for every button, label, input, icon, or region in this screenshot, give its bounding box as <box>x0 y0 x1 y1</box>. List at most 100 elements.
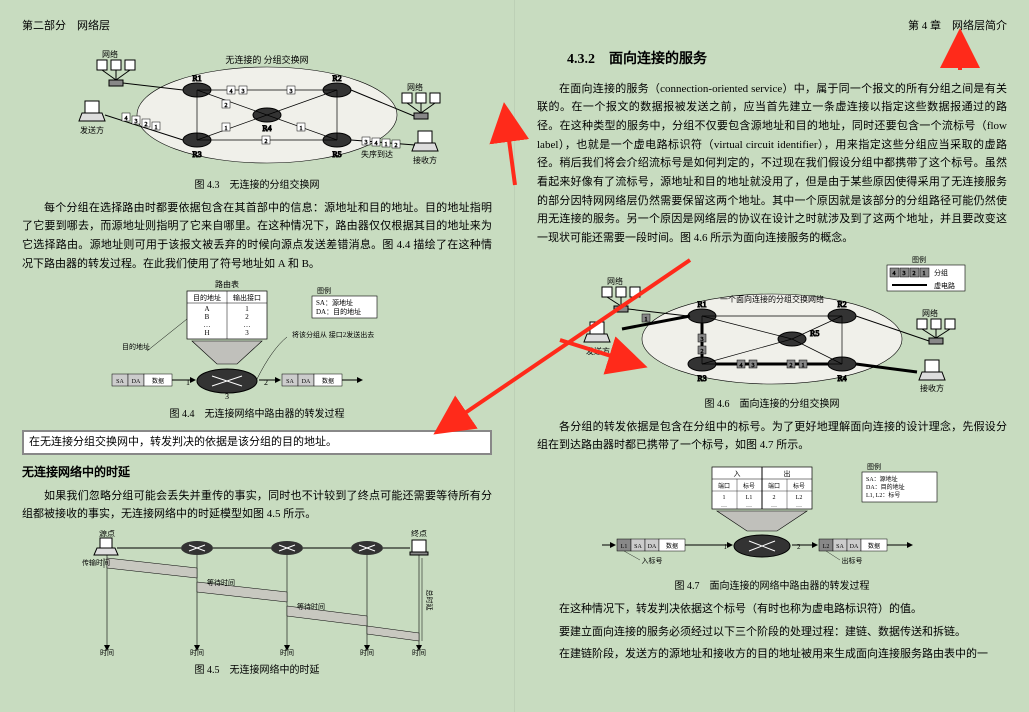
svg-text:2: 2 <box>225 103 228 109</box>
right-para3: 在这种情况下，转发判决依据这个标号（有时也称为虚电路标识符）的值。 <box>537 600 1007 619</box>
svg-text:路由表: 路由表 <box>215 279 239 289</box>
svg-text:…: … <box>244 321 251 329</box>
svg-text:总时延: 总时延 <box>425 590 434 611</box>
svg-text:网络: 网络 <box>407 82 423 92</box>
svg-text:R1: R1 <box>697 300 706 309</box>
svg-text:4: 4 <box>740 363 743 369</box>
svg-text:失序到达: 失序到达 <box>361 149 393 159</box>
left-subhead: 无连接网络中的时延 <box>22 463 492 481</box>
svg-text:DA: DA <box>132 379 141 385</box>
svg-text:图例: 图例 <box>867 462 881 471</box>
figure-4-4: 路由表 目的地址 输出接口 A1 B2 …… H3 图例 SA：源地址 DA：目… <box>22 279 492 422</box>
svg-text:R5: R5 <box>332 150 341 159</box>
svg-text:3: 3 <box>752 363 755 369</box>
left-para2: 如果我们忽略分组可能会丢失并重传的事实，同时也不计较到了终点可能还需要等待所有分… <box>22 487 492 524</box>
svg-text:2: 2 <box>264 378 268 387</box>
page-spread: 第二部分 网络层 无连接的 分组交换网 R1 R2 R4 R3 R5 <box>0 0 1029 712</box>
svg-text:2: 2 <box>245 313 249 321</box>
svg-text:数据: 数据 <box>322 377 334 385</box>
svg-text:R4: R4 <box>262 124 271 133</box>
svg-text:L2: L2 <box>823 544 830 550</box>
svg-text:DA: DA <box>302 379 311 385</box>
svg-text:DA: DA <box>648 544 657 550</box>
svg-text:3: 3 <box>225 392 229 401</box>
svg-text:SA: SA <box>286 379 294 385</box>
fig43-caption: 图 4.3 无连接的分组交换网 <box>22 178 492 193</box>
svg-text:2: 2 <box>913 271 916 277</box>
svg-text:SA: SA <box>116 379 124 385</box>
svg-text:接收方: 接收方 <box>920 383 944 393</box>
svg-text:发送方: 发送方 <box>586 346 610 356</box>
svg-text:将该分组从 接口2发送出去: 将该分组从 接口2发送出去 <box>292 330 374 339</box>
svg-text:…: … <box>771 503 777 509</box>
svg-text:接收方: 接收方 <box>413 155 437 165</box>
svg-text:网络: 网络 <box>102 49 118 59</box>
svg-text:1: 1 <box>186 378 190 387</box>
svg-text:R1: R1 <box>192 74 201 83</box>
svg-text:…: … <box>721 503 727 509</box>
svg-text:2: 2 <box>790 363 793 369</box>
svg-text:3: 3 <box>242 89 245 95</box>
svg-text:端口: 端口 <box>768 482 780 490</box>
fig44-caption: 图 4.4 无连接网络中路由器的转发过程 <box>22 407 492 422</box>
right-page: 第 4 章 网络层简介 4.3.2 面向连接的服务 在面向连接的服务（conne… <box>515 0 1029 712</box>
svg-text:L1: L1 <box>746 495 753 501</box>
right-para5: 在建链阶段，发送方的源地址和接收方的目的地址被用来生成面向连接服务路由表中的一 <box>537 645 1007 664</box>
svg-text:传输时间: 传输时间 <box>82 558 110 567</box>
right-para4: 要建立面向连接的服务必须经过以下三个阶段的处理过程：建链、数据传送和拆链。 <box>537 623 1007 642</box>
svg-text:…: … <box>204 321 211 329</box>
svg-text:1: 1 <box>645 317 648 323</box>
figure-4-7: 入 出 端口 标号 端口 标号 1 L1 2 L2 … … … … 图例 SA：… <box>537 461 1007 594</box>
svg-text:入标号: 入标号 <box>642 556 663 565</box>
fig46-caption: 图 4.6 面向连接的分组交换网 <box>537 397 1007 412</box>
svg-text:SA: SA <box>836 544 844 550</box>
svg-text:A: A <box>204 305 209 313</box>
svg-text:3: 3 <box>365 140 368 146</box>
svg-text:…: … <box>796 503 802 509</box>
svg-text:SA：源地址: SA：源地址 <box>316 298 353 307</box>
svg-text:图例: 图例 <box>317 286 331 295</box>
svg-text:1: 1 <box>923 271 926 277</box>
svg-text:数据: 数据 <box>666 542 678 550</box>
svg-text:DA：目的地址: DA：目的地址 <box>866 483 905 491</box>
svg-text:发送方: 发送方 <box>80 125 104 135</box>
section-4-3-2: 4.3.2 面向连接的服务 <box>567 49 1007 70</box>
svg-text:终点: 终点 <box>411 530 427 538</box>
svg-text:2: 2 <box>265 139 268 145</box>
left-header: 第二部分 网络层 <box>22 18 492 35</box>
figure-4-5: 源点 终点 时间 时间 时间 时间 时间 <box>22 530 492 678</box>
svg-text:2: 2 <box>773 495 776 501</box>
left-para1: 每个分组在选择路由时都要依据包含在其首部中的信息：源地址和目的地址。目的地址指明… <box>22 199 492 274</box>
figure-4-3: 无连接的 分组交换网 R1 R2 R4 R3 R5 <box>22 45 492 193</box>
svg-text:…: … <box>746 503 752 509</box>
svg-text:R4: R4 <box>837 374 846 383</box>
svg-text:3: 3 <box>290 89 293 95</box>
svg-text:一个面向连接的分组交换网络: 一个面向连接的分组交换网络 <box>720 294 824 304</box>
svg-text:1: 1 <box>225 126 228 132</box>
svg-text:标号: 标号 <box>793 482 805 490</box>
svg-text:1: 1 <box>723 495 726 501</box>
svg-text:目的地址: 目的地址 <box>193 293 221 302</box>
svg-text:源点: 源点 <box>99 530 115 538</box>
svg-text:L1: L1 <box>621 544 628 550</box>
svg-text:1: 1 <box>802 363 805 369</box>
svg-text:R2: R2 <box>332 74 341 83</box>
fig45-caption: 图 4.5 无连接网络中的时延 <box>22 663 492 678</box>
svg-text:R2: R2 <box>837 300 846 309</box>
figure-4-6: 图例 4 3 2 1 分组 虚电路 一个面向连接的分组交换网络 R1 R2 R5 <box>537 254 1007 412</box>
svg-text:2: 2 <box>701 349 704 355</box>
svg-text:DA：目的地址: DA：目的地址 <box>316 307 361 316</box>
svg-text:4: 4 <box>230 89 233 95</box>
svg-text:等待时间: 等待时间 <box>207 578 235 587</box>
right-para2: 各分组的转发依据是包含在分组中的标号。为了更好地理解面向连接的设计理念，先假设分… <box>537 418 1007 455</box>
svg-text:2: 2 <box>145 122 148 128</box>
svg-text:入: 入 <box>734 470 741 478</box>
svg-text:标号: 标号 <box>743 482 755 490</box>
svg-text:出: 出 <box>784 469 791 478</box>
svg-text:SA: SA <box>634 544 642 550</box>
svg-text:H: H <box>204 329 209 337</box>
svg-text:2: 2 <box>395 143 398 149</box>
svg-text:R3: R3 <box>192 150 201 159</box>
right-header: 第 4 章 网络层简介 <box>537 18 1007 35</box>
svg-text:DA: DA <box>850 544 859 550</box>
